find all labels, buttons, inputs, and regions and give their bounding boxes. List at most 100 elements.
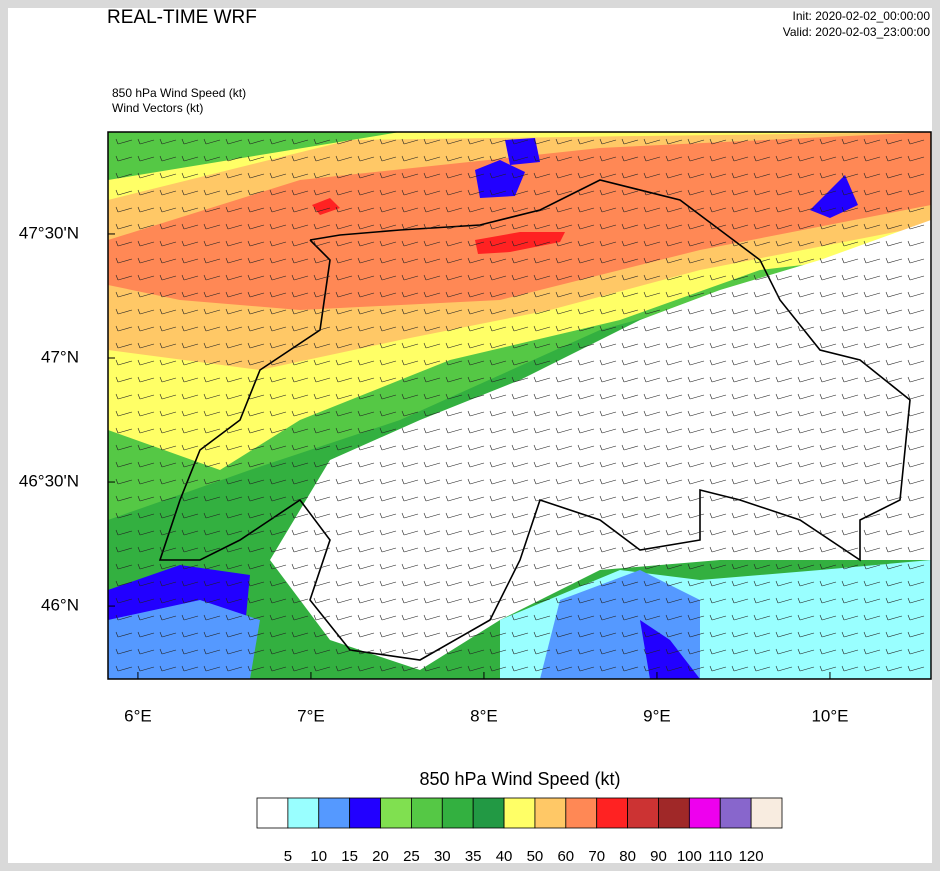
wind-barb bbox=[357, 223, 361, 230]
wind-barb bbox=[909, 377, 925, 383]
wind-barb bbox=[115, 376, 119, 383]
wind-barb bbox=[183, 462, 199, 468]
wind-barb bbox=[225, 648, 229, 655]
wind-barb bbox=[579, 462, 595, 468]
wind-barb bbox=[841, 257, 845, 264]
wind-barb bbox=[161, 428, 177, 434]
wind-barb bbox=[381, 547, 397, 553]
wind-barb bbox=[821, 190, 837, 196]
wind-barb bbox=[753, 138, 757, 145]
wind-barb bbox=[863, 614, 867, 621]
wind-barb bbox=[865, 258, 881, 264]
wind-barb bbox=[775, 325, 779, 332]
wind-barb bbox=[491, 666, 507, 672]
wind-barb bbox=[623, 377, 639, 383]
wind-barb bbox=[577, 529, 581, 536]
wind-barb bbox=[117, 411, 133, 417]
wind-barb bbox=[665, 189, 669, 196]
wind-barb bbox=[203, 206, 207, 213]
wind-barb bbox=[137, 223, 141, 230]
wind-barb bbox=[269, 614, 273, 621]
wind-barb bbox=[467, 291, 471, 298]
wind-barb bbox=[689, 530, 705, 536]
wind-barb bbox=[159, 546, 163, 553]
wind-barb bbox=[291, 240, 295, 247]
wind-barb bbox=[117, 309, 133, 315]
wind-barb bbox=[249, 156, 265, 162]
wind-barb bbox=[401, 563, 405, 570]
y-tick-label: 46°N bbox=[41, 596, 79, 615]
wind-barb bbox=[445, 172, 449, 179]
wind-barb bbox=[159, 342, 163, 349]
wind-barb bbox=[379, 240, 383, 247]
wind-barb bbox=[643, 580, 647, 587]
wind-barb bbox=[667, 207, 683, 213]
wind-barb bbox=[557, 581, 573, 587]
wind-barb bbox=[359, 156, 375, 162]
wind-barb bbox=[731, 308, 735, 315]
wind-barb bbox=[337, 139, 353, 145]
wind-barb bbox=[667, 156, 683, 162]
wind-barb bbox=[401, 410, 405, 417]
wind-barb bbox=[533, 631, 537, 638]
wind-barb bbox=[533, 529, 537, 536]
wind-barb bbox=[599, 410, 603, 417]
wind-barb bbox=[249, 190, 265, 196]
wind-barb bbox=[489, 359, 493, 366]
wind-barb bbox=[183, 241, 199, 247]
wind-barb bbox=[291, 308, 295, 315]
wind-barb bbox=[711, 275, 727, 281]
wind-barb bbox=[621, 342, 625, 349]
wind-barb bbox=[337, 326, 353, 332]
wind-barb bbox=[269, 359, 273, 366]
wind-barb bbox=[843, 360, 859, 366]
wind-barb bbox=[909, 581, 925, 587]
wind-barb bbox=[775, 223, 779, 230]
wind-barb bbox=[599, 308, 603, 315]
wind-barb bbox=[425, 666, 441, 672]
wind-barb bbox=[203, 223, 207, 230]
wind-barb bbox=[907, 648, 911, 655]
wind-barb bbox=[469, 530, 485, 536]
wind-barb bbox=[183, 224, 199, 230]
wind-barb bbox=[205, 224, 221, 230]
wind-barb bbox=[907, 461, 911, 468]
wind-barb bbox=[555, 240, 559, 247]
wind-barb bbox=[225, 410, 229, 417]
wind-barb bbox=[557, 513, 573, 519]
wind-barb bbox=[513, 615, 529, 621]
wind-barb bbox=[557, 479, 573, 485]
wind-barb bbox=[557, 496, 573, 502]
wind-barb bbox=[203, 478, 207, 485]
wind-barb bbox=[291, 427, 295, 434]
valid-time: Valid: 2020-02-03_23:00:00 bbox=[783, 25, 931, 39]
wind-barb bbox=[555, 308, 559, 315]
wind-barb bbox=[425, 241, 441, 247]
wind-barb bbox=[401, 257, 405, 264]
wind-barb bbox=[599, 138, 603, 145]
wind-barb bbox=[797, 393, 801, 400]
wind-barb bbox=[797, 597, 801, 604]
wind-barb bbox=[579, 156, 595, 162]
wind-barb bbox=[623, 564, 639, 570]
wind-barb bbox=[665, 512, 669, 519]
wind-barb bbox=[799, 445, 815, 451]
wind-barb bbox=[469, 598, 485, 604]
wind-barb bbox=[865, 496, 881, 502]
wind-barb bbox=[159, 529, 163, 536]
wind-barb bbox=[885, 325, 889, 332]
wind-barb bbox=[181, 495, 185, 502]
colorbar-box bbox=[658, 797, 690, 829]
wind-barb bbox=[115, 631, 119, 638]
wind-barb bbox=[357, 376, 361, 383]
wind-barb bbox=[601, 530, 617, 536]
colorbar-box bbox=[256, 797, 289, 829]
wind-barb bbox=[909, 428, 925, 434]
wind-barb bbox=[403, 173, 419, 179]
wind-barb bbox=[359, 479, 375, 485]
wind-barb bbox=[799, 666, 815, 672]
wind-barb bbox=[425, 258, 441, 264]
wind-barb bbox=[579, 241, 595, 247]
wind-barb bbox=[161, 598, 177, 604]
wind-barb bbox=[205, 360, 221, 366]
